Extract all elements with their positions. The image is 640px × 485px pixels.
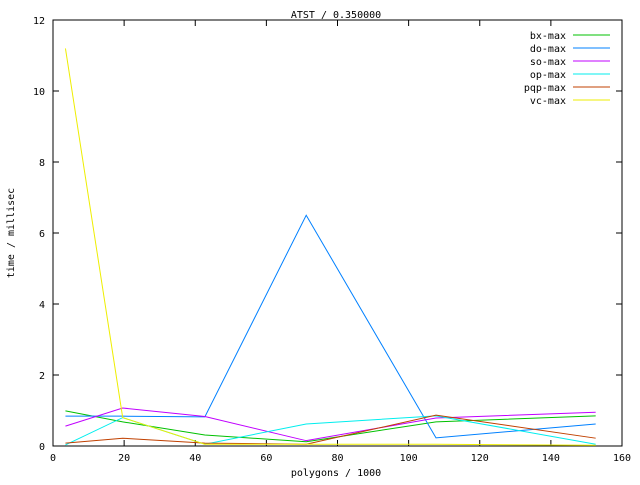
x-tick-label: 40 (189, 453, 201, 464)
legend-label: bx-max (530, 31, 566, 42)
y-axis-label: time / millisec (6, 188, 17, 278)
x-tick-label: 140 (542, 453, 560, 464)
x-tick-label: 60 (260, 453, 272, 464)
y-tick-label: 6 (39, 229, 45, 240)
legend-label: so-max (530, 57, 566, 68)
y-tick-label: 12 (33, 16, 45, 27)
y-tick-label: 2 (39, 371, 45, 382)
y-tick-label: 0 (39, 442, 45, 453)
x-tick-label: 20 (118, 453, 130, 464)
series-line-vc-max (64, 48, 596, 446)
legend-label: op-max (530, 70, 566, 81)
series-line-pqp-max (65, 414, 596, 445)
y-tick-label: 4 (39, 300, 45, 311)
x-tick-label: 80 (331, 453, 343, 464)
series-line-op-max (65, 415, 596, 446)
series-line-so-max (65, 407, 596, 442)
legend-label: vc-max (530, 96, 566, 107)
legend-label: do-max (530, 44, 566, 55)
x-tick-label: 120 (471, 453, 489, 464)
y-tick-label: 8 (39, 158, 45, 169)
x-tick-label: 160 (613, 453, 631, 464)
y-tick-label: 10 (33, 87, 45, 98)
x-axis-label: polygons / 1000 (291, 468, 381, 479)
series-line-do-max (65, 214, 596, 439)
legend-label: pqp-max (524, 83, 566, 94)
chart-title: ATST / 0.350000 (291, 10, 381, 21)
x-tick-label: 100 (400, 453, 418, 464)
x-tick-label: 0 (50, 453, 56, 464)
